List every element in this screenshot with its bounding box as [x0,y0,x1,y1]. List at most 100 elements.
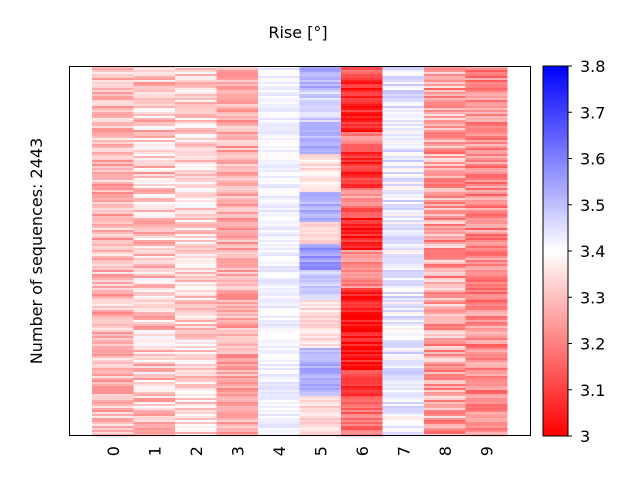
heatmap-cell [175,382,217,385]
heatmap-cell [465,366,508,369]
heatmap-cell [133,96,176,99]
heatmap-cell [465,302,508,305]
heatmap-cell [424,96,466,99]
heatmap-cell [341,238,383,241]
heatmap-cell [258,132,300,135]
heatmap-cell [258,324,300,327]
heatmap-cell [299,68,342,71]
heatmap-cell [424,390,466,393]
heatmap-cell [216,146,259,149]
heatmap-cell [216,184,259,187]
heatmap-cell [216,92,259,95]
heatmap-cell [341,286,383,289]
heatmap-cell [175,344,217,347]
heatmap-cell [216,196,259,199]
heatmap-cell [258,338,300,341]
heatmap-cell [424,112,466,115]
heatmap-cell [175,222,217,225]
heatmap-cell [465,336,508,339]
heatmap-cell [382,352,425,355]
heatmap-cell [133,256,176,259]
heatmap-cell [175,260,217,263]
heatmap-cell [382,346,425,349]
heatmap-cell [92,166,134,169]
heatmap-cell [465,282,508,285]
heatmap-cell [341,256,383,259]
heatmap-cell [299,84,342,87]
heatmap-cell [424,368,466,371]
heatmap-cell [424,298,466,301]
heatmap-cell [258,326,300,329]
heatmap-cell [258,230,300,233]
heatmap-cell [258,204,300,207]
heatmap-cell [133,318,176,321]
heatmap-cell [258,82,300,85]
heatmap-cell [258,280,300,283]
heatmap-cell [258,314,300,317]
heatmap-cell [175,208,217,211]
heatmap-cell [92,86,134,89]
heatmap-cell [424,256,466,259]
heatmap-cell [216,230,259,233]
heatmap-cell [133,412,176,415]
heatmap-cell [382,88,425,91]
heatmap-cell [175,332,217,335]
heatmap-cell [216,242,259,245]
heatmap-cell [216,410,259,413]
heatmap-cell [465,368,508,371]
heatmap-cell [341,204,383,207]
x-tick-label: 3 [228,446,247,456]
heatmap-cell [299,286,342,289]
heatmap-cell [465,270,508,273]
heatmap-cell [341,218,383,221]
heatmap-cell [258,108,300,111]
heatmap-cell [133,380,176,383]
heatmap-cell [92,386,134,389]
heatmap-cell [465,416,508,419]
heatmap-cell [382,194,425,197]
heatmap-cell [299,362,342,365]
heatmap-cell [175,154,217,157]
heatmap-cell [258,122,300,125]
heatmap-cell [216,260,259,263]
heatmap-cell [382,78,425,81]
heatmap-cell [92,354,134,357]
heatmap-cell [465,360,508,363]
heatmap-cell [299,184,342,187]
heatmap-cell [133,114,176,117]
heatmap-cell [133,272,176,275]
heatmap-cell [341,406,383,409]
heatmap-cell [258,110,300,113]
heatmap-cell [258,220,300,223]
heatmap-cell [382,228,425,231]
heatmap-cell [258,160,300,163]
heatmap-cell [465,254,508,257]
heatmap-cell [341,338,383,341]
heatmap-cell [175,140,217,143]
heatmap-cell [175,214,217,217]
heatmap-cell [465,402,508,405]
x-tick-label: 5 [311,446,330,456]
heatmap-cell [92,414,134,417]
heatmap-cell [341,328,383,331]
heatmap-cell [258,242,300,245]
heatmap-cell [299,378,342,381]
heatmap-cell [133,194,176,197]
heatmap-cell [341,302,383,305]
heatmap-cell [92,230,134,233]
heatmap-cell [299,204,342,207]
heatmap-cell [216,398,259,401]
heatmap-cell [175,168,217,171]
heatmap-cell [216,290,259,293]
heatmap-cell [92,262,134,265]
heatmap-cell [216,238,259,241]
heatmap-cell [133,162,176,165]
heatmap-cell [92,208,134,211]
heatmap-cell [92,234,134,237]
heatmap-cell [258,174,300,177]
heatmap-cell [341,346,383,349]
heatmap-cell [175,76,217,79]
heatmap-cell [424,358,466,361]
x-tick-label: 2 [187,446,206,456]
heatmap-cell [92,236,134,239]
